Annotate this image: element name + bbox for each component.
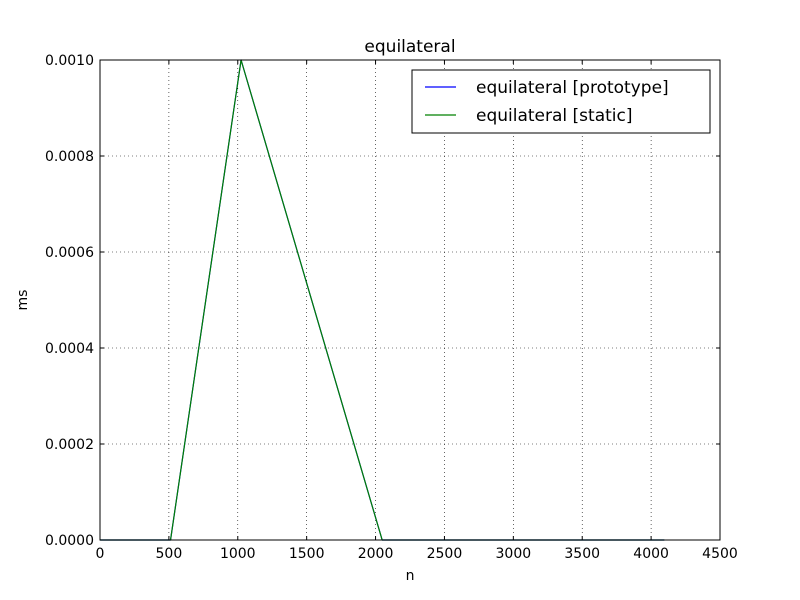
- x-tick-label: 3000: [496, 546, 532, 562]
- y-axis-label: ms: [15, 290, 31, 311]
- legend-box: [411, 69, 711, 134]
- y-tick-label: 0.0000: [45, 533, 94, 549]
- y-tick-label: 0.0004: [45, 341, 94, 357]
- x-tick-label: 3500: [564, 546, 600, 562]
- x-tick-label: 4500: [702, 546, 738, 562]
- ticks: 0 500 1000 1500 2000 2500 3000 3500 4000 4500 0.00…: [45, 53, 738, 562]
- y-tick-label: 0.0006: [45, 245, 94, 261]
- grid: [100, 60, 720, 540]
- x-tick-label: 1000: [220, 546, 256, 562]
- x-tick-label: 4000: [633, 546, 669, 562]
- x-tick-label: 1500: [289, 546, 325, 562]
- legend-label-prototype: equilateral [prototype]: [476, 78, 669, 98]
- y-tick-label: 0.0010: [45, 53, 94, 69]
- x-tick-label: 0: [96, 546, 105, 562]
- plot-frame: [99, 59, 721, 541]
- y-tick-label: 0.0002: [45, 437, 94, 453]
- legend: equilateral [prototype] equilateral [sta…: [411, 69, 711, 134]
- chart-title: equilateral: [364, 37, 455, 57]
- x-tick-label: 500: [156, 546, 183, 562]
- x-tick-label: 2500: [427, 546, 463, 562]
- x-axis-label: n: [406, 568, 415, 584]
- legend-label-static: equilateral [static]: [476, 106, 633, 126]
- x-tick-label: 2000: [358, 546, 394, 562]
- y-tick-label: 0.0008: [45, 149, 94, 165]
- plot-area: [100, 60, 720, 540]
